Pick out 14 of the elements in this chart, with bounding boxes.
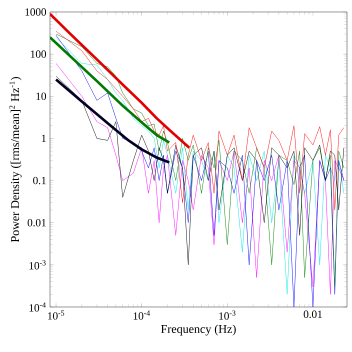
y-tick-label: 1	[42, 134, 46, 142]
x-tick-label: 10$^{-3}$	[219, 310, 236, 320]
y-tick-label: 0.01	[28, 218, 46, 226]
y-tick-label: 10$^{-4}$	[30, 302, 46, 312]
y-tick-label: 100	[30, 50, 46, 58]
x-tick-label: 10$^{-4}$	[134, 310, 150, 320]
y-axis-title: Power Density ([rms/mean]$^{2}$ Hz$^{-1}$)	[9, 77, 22, 242]
y-tick-label: 0.1	[33, 176, 46, 184]
x-axis-title: Frequency (Hz)	[161, 324, 236, 336]
y-tick-label: 1000	[25, 8, 46, 16]
x-tick-label: 10$^{-5}$	[48, 310, 64, 320]
x-tick-label: 0.01	[304, 310, 322, 318]
y-tick-label: 10	[36, 92, 46, 100]
y-tick-label: 10$^{-3}$	[30, 260, 46, 270]
